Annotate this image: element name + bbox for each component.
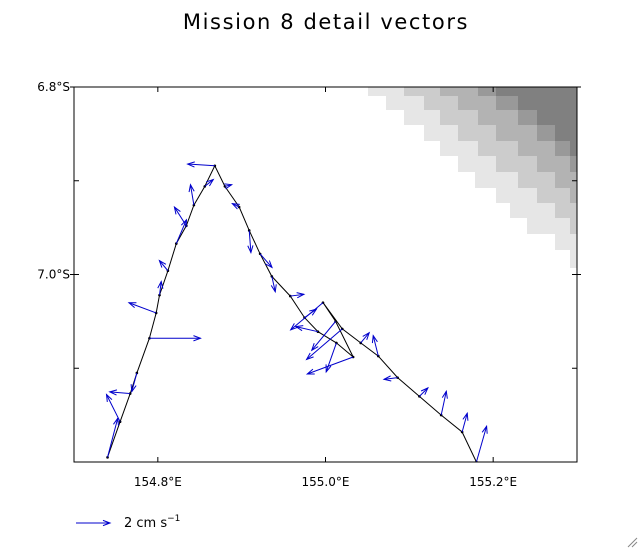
vector-arrow <box>371 334 379 357</box>
vector-arrow <box>127 302 157 314</box>
legend-arrow <box>76 519 112 527</box>
track-line <box>107 164 477 462</box>
x-tick-label: 154.8°E <box>134 475 182 489</box>
resize-grip-icon[interactable] <box>626 536 638 548</box>
vector-arrow <box>270 276 277 294</box>
legend-superscript: −1 <box>167 514 180 524</box>
depth-band <box>496 87 577 156</box>
current-vectors <box>105 161 488 463</box>
vector-arrow <box>157 280 164 296</box>
vector-arrow <box>305 356 354 375</box>
vector-arrow <box>360 331 371 344</box>
vector-arrow <box>224 183 234 190</box>
vector-arrow <box>259 253 273 269</box>
vector-arrow <box>231 202 240 210</box>
vector-arrow <box>289 302 324 331</box>
legend: 2 cm s−1 <box>76 514 180 531</box>
vector-arrow <box>186 161 215 168</box>
vector-arrow <box>158 259 169 272</box>
x-tick-label: 155.0°E <box>302 475 350 489</box>
vector-arrow <box>107 416 119 458</box>
vector-arrow <box>173 205 187 227</box>
vector-arrow <box>419 386 429 397</box>
vector-arrow <box>247 230 254 254</box>
vector-arrow <box>310 321 336 352</box>
vector-arrow <box>290 292 306 299</box>
vector-arrow <box>188 183 195 206</box>
legend-label: 2 cm s−1 <box>124 514 180 531</box>
vector-arrow <box>475 424 488 463</box>
vector-arrow <box>105 393 121 422</box>
depth-shading <box>360 87 577 268</box>
vector-arrow <box>382 375 398 382</box>
vector-arrow <box>294 325 319 333</box>
vector-arrow <box>130 372 138 394</box>
x-tick-label: 155.2°E <box>469 475 517 489</box>
axes: 154.8°E 155.0°E 155.2°E 6.8°S 7.0°S <box>37 80 581 489</box>
vector-arrow <box>325 342 337 374</box>
vector-arrow <box>440 389 448 416</box>
vector-arrow <box>461 411 469 433</box>
vector-arrow <box>149 335 202 342</box>
y-tick-label: 6.8°S <box>37 80 70 94</box>
vector-arrow <box>108 389 131 396</box>
vector-arrow <box>204 178 215 187</box>
ship-track <box>106 164 478 462</box>
vector-arrow <box>305 328 343 361</box>
chart-title: Mission 8 detail vectors <box>182 10 470 34</box>
y-tick-label: 7.0°S <box>37 268 70 282</box>
